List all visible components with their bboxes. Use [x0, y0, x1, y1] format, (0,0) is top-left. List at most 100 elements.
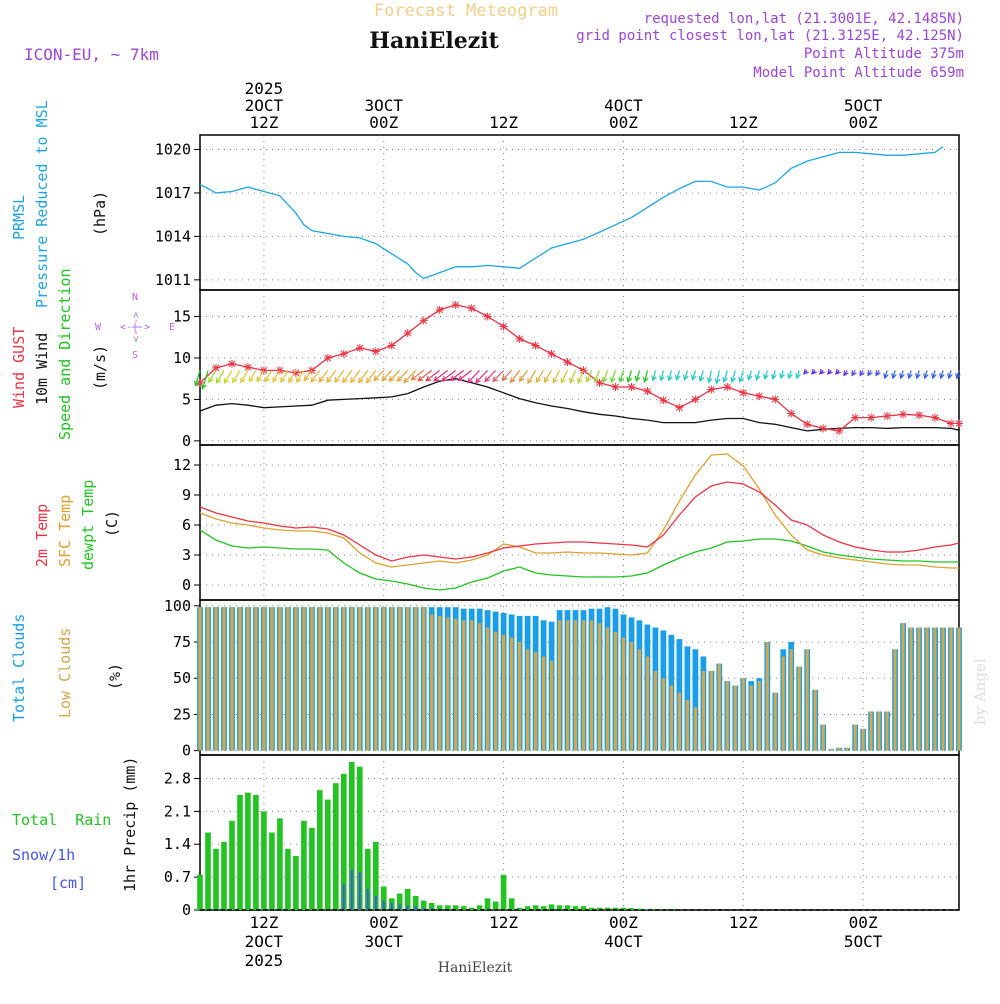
wind-direction-arrow	[543, 370, 553, 384]
bottom-time-label: 2OCT	[245, 932, 284, 951]
rain-bar	[436, 905, 443, 910]
low-clouds-bar	[669, 685, 673, 751]
wind-direction-arrow	[288, 370, 297, 384]
gust-marker	[915, 411, 924, 420]
rain-bar	[404, 888, 411, 910]
wind-direction-arrow	[634, 370, 641, 383]
gust-marker	[227, 359, 236, 368]
wind-direction-arrow	[939, 370, 945, 380]
low-clouds-bar	[765, 642, 769, 751]
rain-bar	[644, 909, 651, 910]
y-tick-label: 0	[182, 901, 191, 919]
low-clouds-bar	[725, 681, 729, 751]
wind-direction-arrow	[457, 369, 472, 382]
bottom-time-label: 12Z	[249, 913, 278, 932]
wind-direction-arrow	[714, 370, 721, 385]
y-tick-label: 10	[173, 349, 191, 367]
low-clouds-bar	[565, 620, 570, 751]
y-tick-label: 6	[182, 516, 191, 534]
snow-unit-label: [cm]	[50, 874, 86, 892]
low-clouds-bar	[797, 666, 801, 751]
wind-direction-arrow	[264, 370, 273, 383]
gust-marker	[547, 349, 556, 358]
total-clouds-bar	[684, 646, 691, 751]
rain-bar	[309, 827, 315, 910]
rain-bar	[333, 783, 339, 910]
low-clouds-bar	[629, 642, 633, 751]
gust-marker	[691, 395, 700, 404]
gust-marker	[723, 382, 732, 391]
wind-direction-arrow	[396, 369, 409, 382]
low-clouds-bar	[254, 607, 258, 751]
wind-direction-arrow	[899, 370, 905, 380]
compass-west: W	[95, 322, 102, 333]
wind-panel: 0 5 10 15	[173, 289, 963, 450]
wind-direction-arrow	[730, 370, 736, 384]
low-clouds-bar	[893, 649, 897, 751]
rain-bar	[412, 895, 419, 910]
rain-bar	[317, 790, 323, 910]
compass-south: S	[132, 350, 138, 361]
wind-direction-arrow	[280, 370, 289, 384]
top-time-label: 2OCT	[245, 96, 284, 115]
wind-direction-arrow	[334, 370, 345, 383]
wind-direction-arrow	[433, 369, 449, 382]
low-clouds-bar	[637, 649, 641, 751]
rain-bar	[341, 773, 347, 910]
low-clouds-bar	[374, 607, 378, 751]
low-clouds-bar	[390, 607, 394, 751]
y-tick-label: 15	[173, 308, 191, 326]
low-clouds-bar	[422, 607, 426, 751]
y-tick-label: 25	[173, 705, 191, 723]
rain-bar	[572, 906, 579, 910]
wind-direction-arrow	[569, 370, 577, 384]
compass-arrow-v: <-|->	[131, 312, 142, 342]
wind-direction-arrow	[535, 370, 545, 384]
low-clouds-bar	[198, 607, 202, 751]
y-tick-label: 2.8	[164, 769, 191, 787]
rain-bar	[612, 907, 619, 910]
wind-direction-arrow	[667, 370, 673, 382]
bottom-time-label: 00Z	[849, 913, 878, 932]
rain-bar	[261, 811, 267, 910]
compass-icon: N W E S <-|-> <-|->	[95, 292, 175, 361]
wind-speed-direction-label: Speed and Direction	[56, 268, 74, 440]
low-clouds-bar	[741, 678, 745, 751]
rain-bar	[468, 907, 475, 910]
gust-marker	[435, 305, 444, 314]
gust-marker	[643, 387, 652, 396]
gust-marker	[595, 378, 604, 387]
rain-bar	[205, 832, 211, 910]
gust-marker	[659, 396, 668, 405]
gust-marker	[467, 304, 476, 313]
wind-direction-arrow	[357, 370, 369, 384]
low-clouds-bar	[350, 607, 354, 751]
prmsl-label: PRMSL	[10, 195, 28, 240]
low-clouds-bar	[526, 649, 530, 751]
y-tick-label: 12	[173, 456, 191, 474]
wind-direction-arrow	[350, 370, 361, 384]
rain-bar	[548, 904, 555, 910]
gust-marker	[323, 353, 332, 362]
wind-direction-arrow	[683, 370, 689, 381]
y-tick-label: 0	[182, 742, 191, 760]
y-tick-label: 75	[173, 633, 191, 651]
low-clouds-bar	[486, 627, 490, 751]
gust-marker	[955, 419, 963, 428]
low-clouds-bar	[693, 707, 697, 751]
wind-direction-arrow	[492, 369, 505, 383]
low-clouds-bar	[454, 618, 458, 751]
t2m-line	[199, 481, 960, 562]
gust-marker	[211, 363, 220, 372]
clouds-unit-label: (%)	[106, 663, 124, 690]
rain-bar	[540, 906, 547, 910]
wind-direction-arrow	[907, 370, 913, 380]
snow-label: Snow/1h	[12, 846, 75, 864]
gust-marker	[883, 411, 892, 420]
wind-direction-arrow	[248, 370, 257, 383]
rain-bar	[253, 794, 259, 910]
bottom-time-label: 00Z	[609, 913, 638, 932]
low-clouds-bar	[278, 607, 282, 751]
temperature-panel: 0 3 6 9 12	[173, 444, 960, 601]
low-clouds-bar	[294, 607, 298, 751]
